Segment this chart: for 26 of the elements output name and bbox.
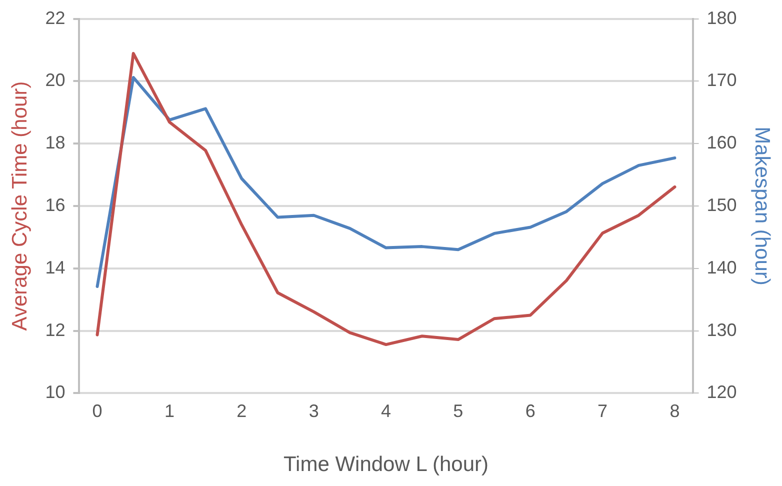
x-tick-label: 8 bbox=[670, 400, 680, 421]
y2-tick-label: 130 bbox=[706, 320, 737, 340]
y2-tick-label: 160 bbox=[706, 132, 737, 153]
x-tick-label: 7 bbox=[598, 400, 608, 421]
y-tick-label: 16 bbox=[45, 194, 66, 215]
y2-tick-label: 150 bbox=[706, 194, 737, 215]
x-axis-title: Time Window L (hour) bbox=[283, 453, 488, 476]
y2-tick-label: 140 bbox=[706, 257, 737, 278]
x-tick-label: 6 bbox=[525, 400, 536, 421]
y-tick-label: 18 bbox=[45, 132, 66, 153]
y2-tick-label: 170 bbox=[706, 70, 737, 90]
x-tick-label: 5 bbox=[453, 400, 464, 421]
x-tick-label: 2 bbox=[236, 400, 247, 421]
x-tick-label: 4 bbox=[380, 400, 391, 421]
x-tick-label: 0 bbox=[92, 400, 102, 421]
x-tick-label: 1 bbox=[164, 400, 174, 421]
y-tick-label: 20 bbox=[45, 70, 66, 90]
y2-tick-label: 180 bbox=[706, 8, 737, 28]
y2-axis-title: Makespan (hour) bbox=[750, 126, 774, 286]
y-tick-label: 10 bbox=[45, 382, 66, 402]
y2-tick-label: 120 bbox=[706, 382, 737, 402]
y-axis-title: Average Cycle Time (hour) bbox=[8, 81, 32, 331]
y-tick-label: 22 bbox=[45, 8, 66, 28]
y-tick-label: 12 bbox=[45, 320, 66, 340]
y-tick-label: 14 bbox=[45, 257, 66, 278]
x-tick-label: 3 bbox=[308, 400, 319, 421]
